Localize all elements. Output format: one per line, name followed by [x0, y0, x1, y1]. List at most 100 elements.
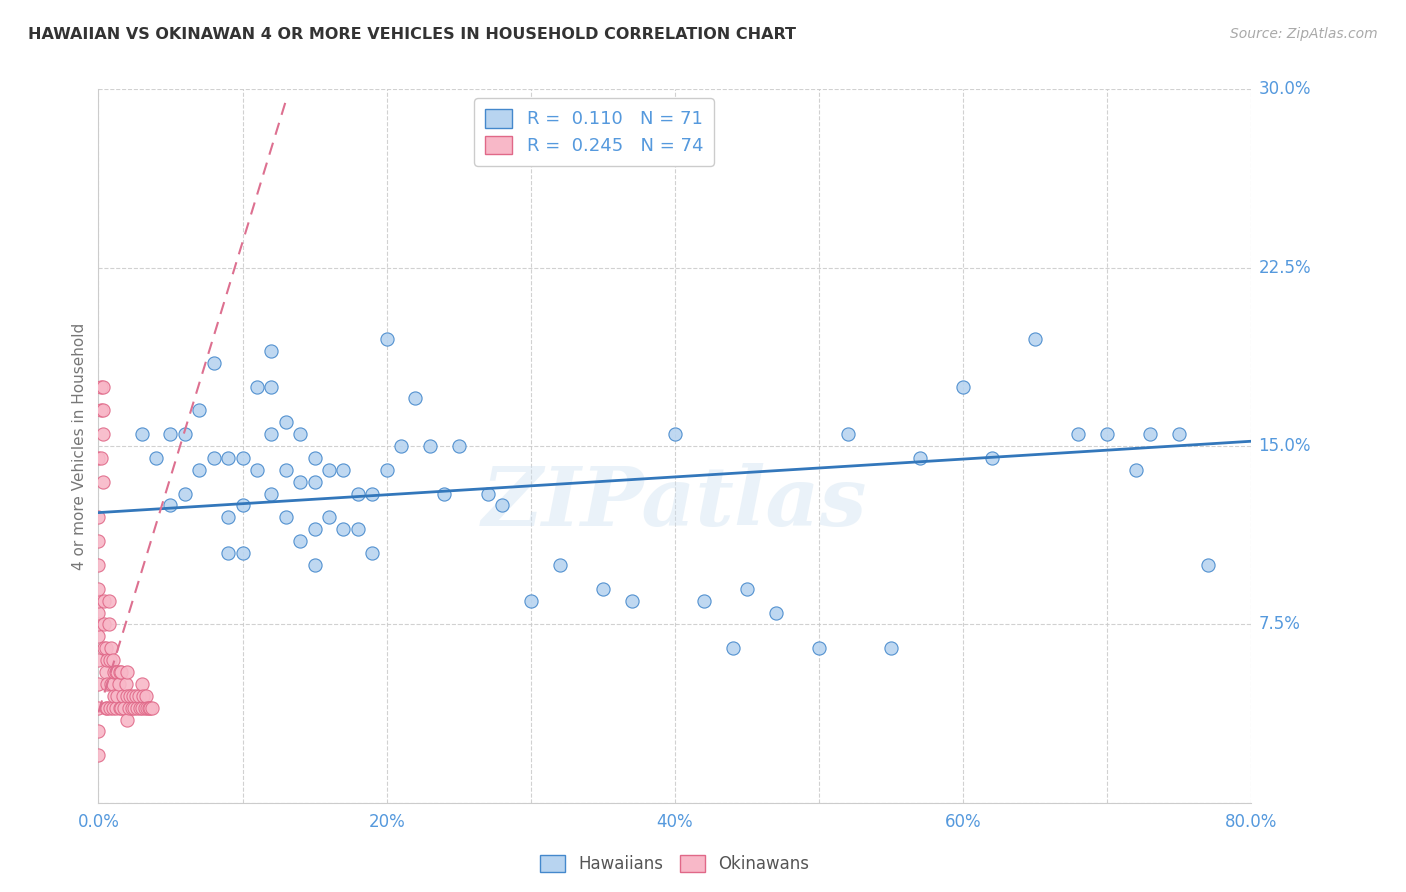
- Point: [110, 665, 132, 679]
- Point: [188, 463, 211, 477]
- Point: [721, 641, 744, 656]
- Point: [520, 593, 543, 607]
- Point: [117, 689, 138, 703]
- Point: [290, 475, 312, 489]
- Point: [246, 379, 269, 393]
- Point: [290, 427, 312, 442]
- Text: 7.5%: 7.5%: [1258, 615, 1301, 633]
- Point: [447, 439, 470, 453]
- Point: [132, 689, 155, 703]
- Point: [260, 343, 283, 358]
- Point: [135, 689, 157, 703]
- Point: [94, 665, 117, 679]
- Point: [110, 700, 132, 714]
- Point: [807, 641, 830, 656]
- Point: [87, 450, 110, 465]
- Point: [693, 593, 716, 607]
- Point: [304, 450, 326, 465]
- Point: [96, 700, 118, 714]
- Point: [101, 653, 124, 667]
- Point: [87, 593, 110, 607]
- Point: [87, 558, 110, 572]
- Point: [87, 582, 110, 596]
- Point: [121, 700, 143, 714]
- Point: [290, 534, 312, 549]
- Point: [90, 403, 112, 417]
- Legend: Hawaiians, Okinawans: Hawaiians, Okinawans: [533, 848, 817, 880]
- Point: [93, 593, 115, 607]
- Point: [332, 522, 354, 536]
- Point: [117, 713, 138, 727]
- Point: [120, 689, 142, 703]
- Text: Source: ZipAtlas.com: Source: ZipAtlas.com: [1230, 27, 1378, 41]
- Point: [101, 677, 124, 691]
- Point: [837, 427, 859, 442]
- Point: [97, 593, 120, 607]
- Point: [433, 486, 456, 500]
- Point: [87, 724, 110, 739]
- Point: [375, 463, 398, 477]
- Point: [98, 700, 121, 714]
- Point: [159, 499, 181, 513]
- Point: [477, 486, 499, 500]
- Point: [1097, 427, 1119, 442]
- Point: [1067, 427, 1090, 442]
- Point: [274, 510, 297, 524]
- Point: [735, 582, 758, 596]
- Point: [97, 617, 120, 632]
- Text: 15.0%: 15.0%: [1258, 437, 1310, 455]
- Point: [304, 558, 326, 572]
- Point: [117, 665, 138, 679]
- Point: [246, 463, 269, 477]
- Point: [122, 689, 145, 703]
- Point: [87, 534, 110, 549]
- Point: [111, 689, 134, 703]
- Point: [274, 415, 297, 429]
- Point: [129, 700, 152, 714]
- Point: [128, 689, 150, 703]
- Point: [174, 427, 197, 442]
- Point: [260, 486, 283, 500]
- Point: [361, 486, 384, 500]
- Point: [101, 700, 124, 714]
- Point: [93, 641, 115, 656]
- Point: [1024, 332, 1046, 346]
- Point: [125, 689, 148, 703]
- Point: [107, 677, 129, 691]
- Point: [664, 427, 686, 442]
- Point: [105, 665, 128, 679]
- Point: [87, 653, 110, 667]
- Point: [260, 427, 283, 442]
- Point: [91, 475, 114, 489]
- Point: [103, 665, 125, 679]
- Point: [136, 700, 159, 714]
- Point: [131, 427, 153, 442]
- Point: [87, 748, 110, 763]
- Point: [87, 677, 110, 691]
- Point: [304, 475, 326, 489]
- Text: ZIPatlas: ZIPatlas: [482, 463, 868, 543]
- Point: [96, 677, 118, 691]
- Point: [138, 700, 160, 714]
- Point: [90, 379, 112, 393]
- Point: [87, 510, 110, 524]
- Point: [87, 606, 110, 620]
- Point: [94, 700, 117, 714]
- Point: [93, 617, 115, 632]
- Point: [145, 450, 167, 465]
- Point: [375, 332, 398, 346]
- Point: [139, 700, 162, 714]
- Point: [981, 450, 1004, 465]
- Point: [94, 641, 117, 656]
- Point: [361, 546, 384, 560]
- Point: [260, 379, 283, 393]
- Point: [389, 439, 412, 453]
- Text: 22.5%: 22.5%: [1258, 259, 1310, 277]
- Point: [419, 439, 441, 453]
- Point: [346, 486, 368, 500]
- Point: [87, 629, 110, 643]
- Point: [91, 427, 114, 442]
- Point: [592, 582, 614, 596]
- Point: [96, 653, 118, 667]
- Point: [91, 379, 114, 393]
